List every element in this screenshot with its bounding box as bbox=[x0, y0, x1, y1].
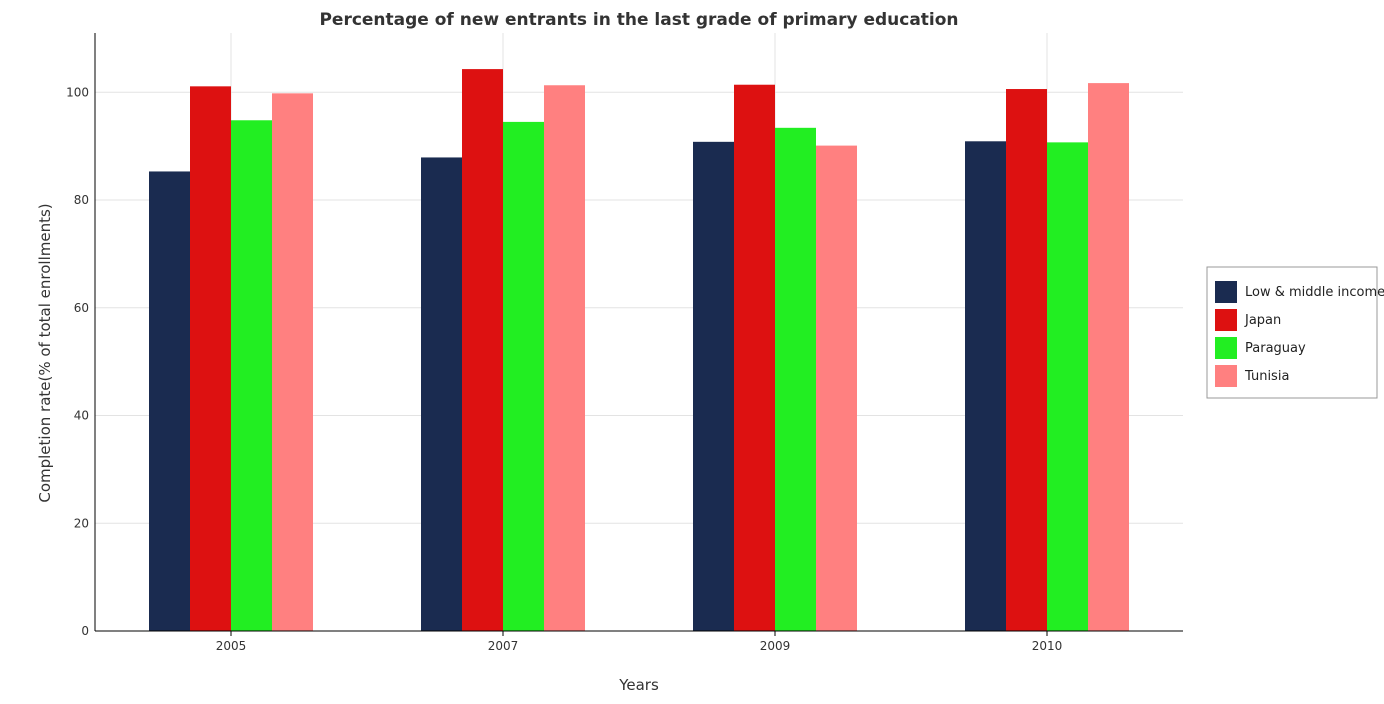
x-tick-label: 2009 bbox=[760, 639, 791, 653]
y-tick-label: 20 bbox=[74, 516, 89, 530]
bar bbox=[965, 141, 1006, 631]
bar bbox=[816, 145, 857, 632]
y-tick-label: 0 bbox=[81, 624, 89, 638]
bar bbox=[462, 69, 503, 631]
bar bbox=[231, 120, 272, 632]
x-tick-label: 2010 bbox=[1032, 639, 1063, 653]
legend: Low & middle income Japan Paraguay Tunisia bbox=[1206, 266, 1384, 399]
x-axis-title: Years bbox=[618, 676, 659, 694]
bar bbox=[1006, 89, 1047, 632]
legend-swatch bbox=[1215, 365, 1237, 387]
legend-swatch bbox=[1215, 281, 1237, 303]
x-tick-label: 2005 bbox=[216, 639, 247, 653]
bar bbox=[693, 141, 734, 631]
legend-swatch bbox=[1215, 337, 1237, 359]
bar bbox=[775, 127, 816, 631]
bar bbox=[1088, 83, 1129, 631]
y-tick-label: 60 bbox=[74, 301, 89, 315]
legend-label: Low & middle income bbox=[1245, 285, 1384, 300]
legend-swatch bbox=[1215, 309, 1237, 331]
legend-label: Paraguay bbox=[1245, 341, 1306, 356]
bars bbox=[149, 69, 1129, 632]
legend-label: Tunisia bbox=[1244, 369, 1289, 384]
bar bbox=[734, 84, 775, 631]
legend-label: Japan bbox=[1244, 313, 1281, 328]
x-tick-label: 2007 bbox=[488, 639, 519, 653]
y-tick-label: 100 bbox=[66, 85, 89, 99]
bar bbox=[272, 93, 313, 631]
y-tick-label: 80 bbox=[74, 193, 89, 207]
y-tick-label: 40 bbox=[74, 409, 89, 423]
bar bbox=[421, 157, 462, 631]
y-axis-title: Completion rate(% of total enrollments) bbox=[36, 203, 54, 502]
bar bbox=[503, 121, 544, 631]
bar bbox=[544, 85, 585, 631]
bar bbox=[190, 86, 231, 631]
chart-title: Percentage of new entrants in the last g… bbox=[319, 10, 958, 30]
bar bbox=[149, 171, 190, 631]
bar bbox=[1047, 142, 1088, 632]
axes: 0 20 40 60 80 100 2005 2007 2009 2010 bbox=[66, 33, 1183, 653]
